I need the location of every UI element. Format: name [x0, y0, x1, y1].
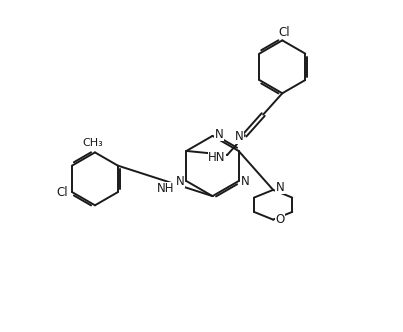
Text: N: N: [235, 130, 243, 143]
Text: Cl: Cl: [278, 26, 290, 39]
Text: N: N: [215, 127, 224, 140]
Text: NH: NH: [157, 183, 174, 196]
Text: CH₃: CH₃: [83, 138, 104, 148]
Text: Cl: Cl: [56, 186, 68, 199]
Text: N: N: [241, 175, 249, 188]
Text: O: O: [275, 213, 285, 226]
Text: N: N: [276, 181, 285, 194]
Text: HN: HN: [208, 151, 226, 164]
Text: N: N: [175, 175, 184, 188]
